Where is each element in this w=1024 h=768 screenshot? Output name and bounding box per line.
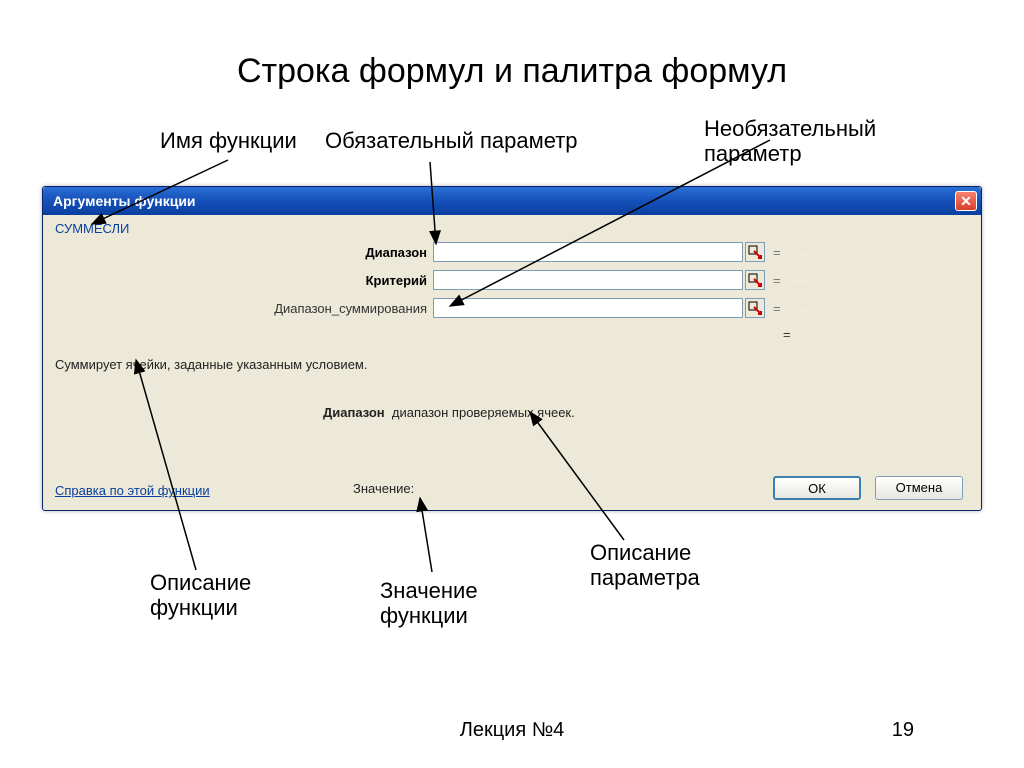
range-selector-icon bbox=[748, 245, 762, 259]
range-selector-button[interactable] bbox=[745, 242, 765, 262]
footer-page: 19 bbox=[892, 719, 914, 742]
param-row-sumrange: Диапазон_суммирования = ссылка bbox=[263, 297, 832, 319]
value-label: Значение: bbox=[353, 481, 414, 496]
close-icon: ✕ bbox=[960, 193, 972, 210]
function-name: СУММЕСЛИ bbox=[55, 221, 129, 236]
slide-title: Строка формул и палитра формул bbox=[0, 52, 1024, 91]
cancel-button[interactable]: Отмена bbox=[875, 476, 963, 500]
eq-sign: = bbox=[773, 273, 781, 288]
range-selector-button[interactable] bbox=[745, 298, 765, 318]
param-row-range: Диапазон = ссылка bbox=[263, 241, 832, 263]
param-hint: ссылка bbox=[789, 245, 832, 260]
eq-sign: = bbox=[773, 245, 781, 260]
eq-sign: = bbox=[773, 301, 781, 316]
titlebar: Аргументы функции ✕ bbox=[43, 187, 981, 215]
help-link[interactable]: Справка по этой функции bbox=[55, 483, 210, 498]
param-input-sumrange[interactable] bbox=[433, 298, 743, 318]
annot-func-name: Имя функции bbox=[160, 128, 297, 153]
param-input-range[interactable] bbox=[433, 242, 743, 262]
dialog-title: Аргументы функции bbox=[53, 193, 196, 209]
param-input-criteria[interactable] bbox=[433, 270, 743, 290]
param-hint: любое bbox=[789, 273, 828, 288]
annot-func-value: Значение функции bbox=[380, 578, 478, 629]
close-button[interactable]: ✕ bbox=[955, 191, 977, 211]
param-row-criteria: Критерий = любое bbox=[263, 269, 828, 291]
annot-func-desc: Описание функции bbox=[150, 570, 251, 621]
annot-optional-param: Необязательный параметр bbox=[704, 116, 876, 167]
function-arguments-dialog: Аргументы функции ✕ СУММЕСЛИ Диапазон = … bbox=[42, 186, 982, 511]
result-equals: = bbox=[783, 327, 791, 342]
function-description: Суммирует ячейки, заданные указанным усл… bbox=[55, 357, 367, 372]
param-desc-text: диапазон проверяемых ячеек. bbox=[392, 405, 575, 420]
ok-button[interactable]: ОК bbox=[773, 476, 861, 500]
parameter-description: Диапазон диапазон проверяемых ячеек. bbox=[323, 405, 575, 420]
annot-required-param: Обязательный параметр bbox=[325, 128, 578, 153]
footer-lecture: Лекция №4 bbox=[0, 719, 1024, 742]
param-desc-label: Диапазон bbox=[323, 405, 385, 420]
param-label: Диапазон_суммирования bbox=[263, 301, 433, 316]
range-selector-button[interactable] bbox=[745, 270, 765, 290]
param-label: Диапазон bbox=[263, 245, 433, 260]
param-label: Критерий bbox=[263, 273, 433, 288]
param-hint: ссылка bbox=[789, 301, 832, 316]
range-selector-icon bbox=[748, 301, 762, 315]
range-selector-icon bbox=[748, 273, 762, 287]
annot-param-desc: Описание параметра bbox=[590, 540, 700, 591]
